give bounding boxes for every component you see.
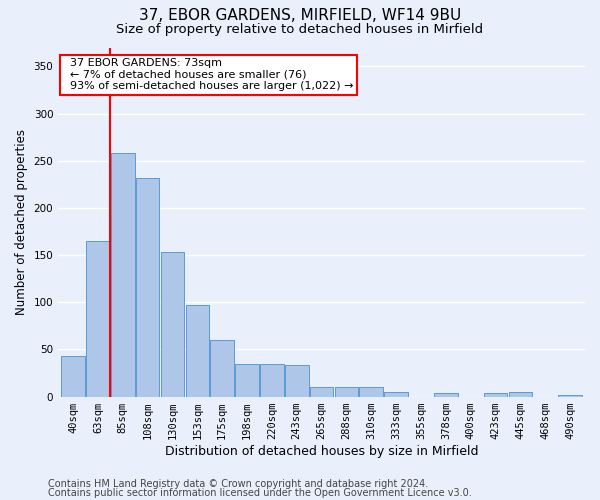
Text: 37 EBOR GARDENS: 73sqm
  ← 7% of detached houses are smaller (76)
  93% of semi-: 37 EBOR GARDENS: 73sqm ← 7% of detached … [64, 58, 354, 91]
Bar [136, 178, 160, 396]
Y-axis label: Number of detached properties: Number of detached properties [15, 129, 28, 315]
Bar [285, 366, 308, 396]
Bar [558, 394, 582, 396]
Bar [434, 393, 458, 396]
Bar [211, 340, 234, 396]
Bar [260, 364, 284, 396]
Bar [161, 252, 184, 396]
Bar [385, 392, 408, 396]
Bar [61, 356, 85, 397]
Text: Contains public sector information licensed under the Open Government Licence v3: Contains public sector information licen… [48, 488, 472, 498]
Text: 37, EBOR GARDENS, MIRFIELD, WF14 9BU: 37, EBOR GARDENS, MIRFIELD, WF14 9BU [139, 8, 461, 22]
Text: Size of property relative to detached houses in Mirfield: Size of property relative to detached ho… [116, 22, 484, 36]
Bar [509, 392, 532, 396]
Bar [185, 305, 209, 396]
X-axis label: Distribution of detached houses by size in Mirfield: Distribution of detached houses by size … [165, 444, 478, 458]
Bar [359, 387, 383, 396]
Bar [86, 241, 110, 396]
Bar [111, 153, 134, 396]
Bar [310, 387, 334, 396]
Bar [235, 364, 259, 396]
Bar [484, 393, 508, 396]
Text: Contains HM Land Registry data © Crown copyright and database right 2024.: Contains HM Land Registry data © Crown c… [48, 479, 428, 489]
Bar [335, 387, 358, 396]
